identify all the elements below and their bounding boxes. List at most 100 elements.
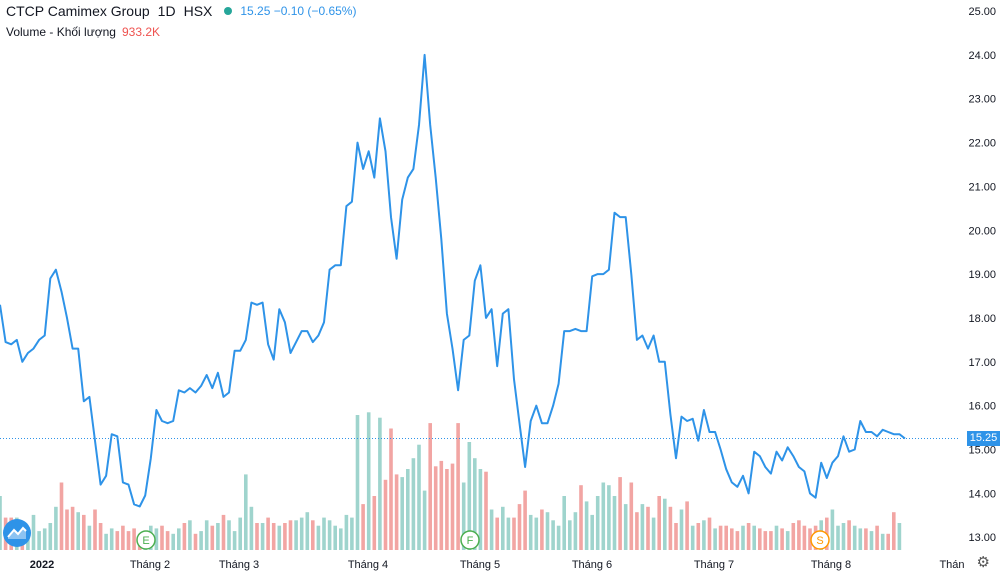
y-tick-label: 24.00: [968, 50, 996, 62]
volume-bar: [668, 506, 673, 550]
volume-bar: [607, 485, 611, 550]
gear-icon[interactable]: ⚙: [976, 554, 990, 571]
volume-bar: [221, 514, 226, 550]
volume-bar: [344, 514, 349, 550]
volume-bar: [506, 517, 511, 550]
volume-bar: [685, 501, 689, 550]
volume-bar: [718, 525, 723, 550]
volume-bar: [869, 531, 874, 550]
volume-label: Volume - Khối lượng: [6, 25, 116, 39]
volume-bar: [646, 506, 650, 550]
volume-bar: [406, 469, 410, 550]
volume-bar: [730, 528, 734, 550]
event-marker-icon[interactable]: [460, 530, 480, 550]
volume-bar: [590, 514, 594, 550]
volume-legend[interactable]: Volume - Khối lượng 933.2K: [6, 25, 160, 39]
event-marker-label[interactable]: S: [816, 535, 823, 547]
market-status-dot-icon: [224, 7, 233, 15]
volume-bar: [350, 517, 354, 550]
volume-bar: [836, 525, 840, 550]
volume-bar: [177, 528, 181, 550]
volume-bar: [690, 525, 695, 550]
volume-bar: [841, 523, 846, 550]
volume-bar: [467, 442, 472, 550]
volume-bar: [579, 485, 583, 550]
y-tick-label: 17.00: [968, 357, 996, 369]
volume-bar: [864, 528, 868, 550]
volume-bar: [780, 528, 784, 550]
volume-bar: [724, 525, 728, 550]
volume-bar: [389, 428, 393, 550]
volume-bar: [763, 531, 768, 550]
volume-bar: [713, 528, 717, 550]
volume-bar: [115, 531, 120, 550]
volume-bar: [299, 517, 304, 550]
volume-bar: [769, 531, 773, 550]
volume-bar: [886, 533, 890, 550]
x-tick-label: Tháng 2: [130, 559, 170, 571]
y-tick-label: 14.00: [968, 488, 996, 500]
volume-bar: [461, 482, 466, 550]
y-tick-label: 15.00: [968, 445, 996, 457]
volume-bar: [528, 514, 533, 550]
volume-bar: [651, 517, 656, 550]
volume-bar: [523, 490, 527, 550]
x-tick-label: Tháng 6: [572, 559, 612, 571]
volume-bar: [244, 474, 248, 550]
volume-bar: [42, 528, 47, 550]
volume-bar: [48, 523, 53, 550]
volume-bar: [584, 501, 589, 550]
volume-bar: [618, 477, 622, 550]
volume-bar: [271, 523, 276, 550]
time-axis[interactable]: 2022 Tháng 2 Tháng 3 Tháng 4 Tháng 5 Tháng 6 T…: [30, 559, 965, 571]
volume-bar: [456, 423, 460, 550]
volume-bar: [473, 458, 477, 550]
volume-bar: [383, 479, 388, 550]
volume-bar: [361, 504, 365, 550]
volume-bar: [322, 517, 326, 550]
y-tick-label: 25.00: [968, 6, 996, 18]
volume-bar: [735, 531, 740, 550]
volume-bar: [65, 509, 69, 550]
volume-bar: [333, 525, 337, 550]
volume-bar: [892, 512, 896, 550]
interval-label[interactable]: 1D: [157, 3, 176, 19]
volume-value: 933.2K: [121, 25, 161, 39]
volume-bar: [260, 523, 265, 550]
y-tick-label: 18.00: [968, 313, 996, 325]
volume-bar: [394, 474, 399, 550]
volume-bar: [880, 533, 885, 550]
y-tick-label: 21.00: [968, 181, 996, 193]
x-tick-label: 2022: [30, 559, 54, 571]
volume-bar: [132, 528, 136, 550]
volume-bar: [629, 482, 634, 550]
y-tick-label: 19.00: [968, 269, 996, 281]
volume-bar: [422, 490, 427, 550]
volume-bar: [98, 523, 103, 550]
x-tick-label: Tháng 8: [811, 559, 851, 571]
event-marker-label[interactable]: F: [467, 535, 474, 547]
y-tick-label: 20.00: [968, 225, 996, 237]
tradingview-logo-icon[interactable]: [3, 519, 31, 547]
volume-bar: [154, 528, 159, 550]
event-marker-icon[interactable]: [810, 530, 830, 550]
x-tick-label: Tháng 3: [219, 559, 259, 571]
x-tick-label: Thán: [939, 559, 964, 571]
volume-bar: [450, 463, 455, 550]
price-axis[interactable]: 13.00 14.00 15.00 16.00 17.00 18.00 19.00 20.00…: [968, 6, 996, 544]
volume-bar: [568, 520, 572, 550]
event-marker-label[interactable]: E: [142, 535, 149, 547]
x-tick-label: Tháng 4: [348, 559, 388, 571]
volume-bar: [378, 417, 382, 550]
volume-bar: [847, 520, 851, 550]
event-marker-icon[interactable]: [136, 530, 156, 550]
volume-bar: [171, 533, 175, 550]
symbol-legend[interactable]: CTCP Camimex Group 1D HSX 15.25 −0.10 (−…: [6, 3, 356, 19]
volume-bar: [702, 520, 706, 550]
volume-bar: [82, 514, 86, 550]
volume-bar: [277, 525, 282, 550]
symbol-name[interactable]: CTCP Camimex Group: [6, 3, 150, 19]
volume-bar: [31, 514, 36, 550]
